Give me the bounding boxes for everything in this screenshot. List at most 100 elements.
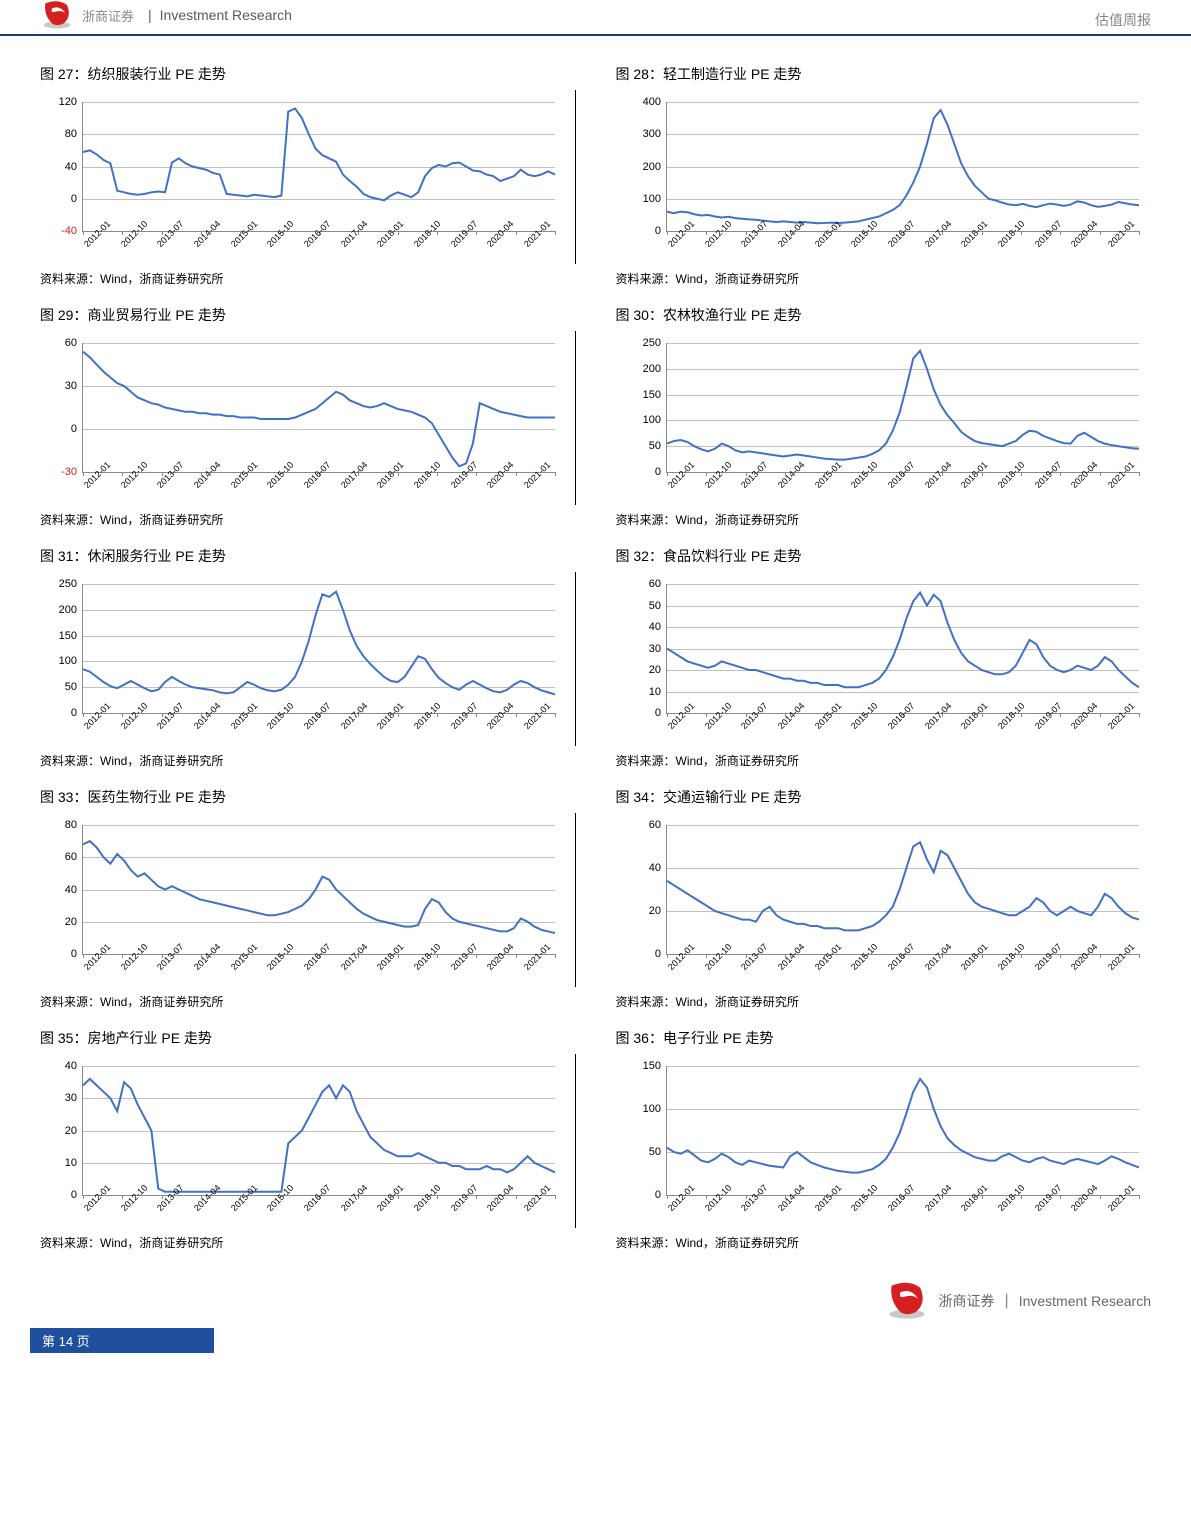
chart-row: 010203040 2012-012012-102013-072014-04201… <box>26 1054 1165 1228</box>
chart-y-label: 200 <box>643 363 667 375</box>
chart-y-label: 10 <box>649 686 667 698</box>
chart-plot-area: 050100150200250 <box>666 343 1139 473</box>
chart-x-tick <box>706 1195 707 1199</box>
chart-source: 资料来源：Wind，浙商证券研究所 <box>616 752 1152 769</box>
chart-row-sources: 资料来源：Wind，浙商证券研究所资料来源：Wind，浙商证券研究所 <box>26 264 1165 287</box>
chart-y-label: 50 <box>649 440 667 452</box>
chart-cell: 0501001502002502012-012012-102013-072014… <box>616 331 1159 505</box>
chart-x-axis: 2012-012012-102013-072014-042015-012015-… <box>82 959 555 987</box>
footer-brand-cn: 浙商证券 <box>939 1291 995 1311</box>
chart-row-titles: 图 31：休闲服务行业 PE 走势图 32：食品饮料行业 PE 走势 <box>26 546 1165 566</box>
chart-y-label: 60 <box>649 578 667 590</box>
chart-y-label: 20 <box>649 905 667 917</box>
chart-plot-area: 0204060 <box>666 825 1139 955</box>
chart-x-tick <box>667 954 668 958</box>
chart-cell: -30030602012-012012-102013-072014-042015… <box>32 331 576 505</box>
chart-row-sources: 资料来源：Wind，浙商证券研究所资料来源：Wind，浙商证券研究所 <box>26 505 1165 528</box>
chart-plot-area: 0102030405060 <box>666 584 1139 714</box>
header-separator: | <box>148 7 152 23</box>
chart-cell: 010203040 2012-012012-102013-072014-04201… <box>32 1054 576 1228</box>
chart-title: 图 36：电子行业 PE 走势 <box>616 1028 1152 1048</box>
header-left: 浙商证券 | Investment Research <box>40 0 292 30</box>
chart-cell: 0501001502012-012012-102013-072014-04201… <box>616 1054 1159 1228</box>
chart-row-titles: 图 27：纺织服装行业 PE 走势图 28：轻工制造行业 PE 走势 <box>26 64 1165 84</box>
chart-row-titles: 图 33：医药生物行业 PE 走势图 34：交通运输行业 PE 走势 <box>26 787 1165 807</box>
chart-x-tick <box>83 713 84 717</box>
chart-y-label: 20 <box>65 1125 83 1137</box>
chart-x-tick <box>667 231 668 235</box>
charts-grid: 图 27：纺织服装行业 PE 走势图 28：轻工制造行业 PE 走势 -40040… <box>0 36 1191 1251</box>
chart-y-label: 50 <box>65 681 83 693</box>
chart-x-tick <box>122 713 123 717</box>
header-doc-type: 估值周报 <box>1095 10 1151 30</box>
chart-row-sources: 资料来源：Wind，浙商证券研究所资料来源：Wind，浙商证券研究所 <box>26 1228 1165 1251</box>
chart-title: 图 29：商业贸易行业 PE 走势 <box>40 305 576 325</box>
chart-source: 资料来源：Wind，浙商证券研究所 <box>40 1234 576 1251</box>
chart: 0501001502002502012-012012-102013-072014… <box>616 335 1159 505</box>
chart-x-tick <box>122 954 123 958</box>
chart-series <box>667 1066 1139 1195</box>
chart-plot-area: -3003060 <box>82 343 555 473</box>
chart-plot-area: 010203040 <box>82 1066 555 1196</box>
chart-y-label: 400 <box>643 96 667 108</box>
chart-x-axis: 2012-012012-102013-072014-042015-012015-… <box>666 1200 1139 1228</box>
chart-row-titles: 图 35：房地产行业 PE 走势图 36：电子行业 PE 走势 <box>26 1028 1165 1048</box>
chart-source: 资料来源：Wind，浙商证券研究所 <box>40 752 576 769</box>
chart-row-sources: 资料来源：Wind，浙商证券研究所 资料来源：Wind，浙商证券研究所 <box>26 746 1165 769</box>
chart-y-label: 100 <box>643 193 667 205</box>
chart: 020406080 2012-012012-102013-072014-04201… <box>32 817 575 987</box>
page-header: 浙商证券 | Investment Research 估值周报 <box>0 0 1191 36</box>
chart-y-label: 200 <box>59 604 83 616</box>
chart-cell: 0102030405060 2012-012012-102013-072014-0… <box>616 572 1159 746</box>
chart-x-axis: 2012-012012-102013-072014-042015-012015-… <box>82 718 555 746</box>
chart-series <box>667 102 1139 231</box>
chart-y-label: 40 <box>649 621 667 633</box>
header-brand-cn: 浙商证券 <box>82 6 134 25</box>
chart-x-axis: 2012-012012-102013-072014-042015-012015-… <box>666 959 1139 987</box>
chart-x-tick <box>83 1195 84 1199</box>
chart-x-tick <box>667 1195 668 1199</box>
chart-x-tick <box>122 231 123 235</box>
chart-y-label: 30 <box>65 1092 83 1104</box>
chart-x-tick <box>83 472 84 476</box>
chart: -4004080120 2012-012012-102013-072014-042… <box>32 94 575 264</box>
chart-series <box>83 343 555 472</box>
page-footer: 浙商证券 | Investment Research <box>0 1281 1191 1331</box>
chart-y-label: 120 <box>59 96 83 108</box>
chart-y-label: 40 <box>65 1060 83 1072</box>
chart: -30030602012-012012-102013-072014-042015… <box>32 335 575 505</box>
chart-series <box>83 825 555 954</box>
chart-row: 0204060802012-012012-102013-072014-04201… <box>26 813 1165 987</box>
chart: 0501001502012-012012-102013-072014-04201… <box>616 1058 1159 1228</box>
chart-source: 资料来源：Wind，浙商证券研究所 <box>40 270 576 287</box>
chart-title: 图 33：医药生物行业 PE 走势 <box>40 787 576 807</box>
chart-row-sources: 资料来源：Wind，浙商证券研究所资料来源：Wind，浙商证券研究所 <box>26 987 1165 1010</box>
chart-plot-area: 020406080 <box>82 825 555 955</box>
chart-y-label: 100 <box>643 1103 667 1115</box>
chart-y-label: 10 <box>65 1157 83 1169</box>
chart-row: 0501001502002502012-012012-102013-072014… <box>26 572 1165 746</box>
chart-y-label: 40 <box>65 884 83 896</box>
chart-y-label: 40 <box>65 161 83 173</box>
chart-series <box>83 584 555 713</box>
chart-y-label: 100 <box>59 655 83 667</box>
chart-title: 图 27：纺织服装行业 PE 走势 <box>40 64 576 84</box>
chart-y-label: 80 <box>65 819 83 831</box>
chart-x-tick <box>706 954 707 958</box>
chart-x-axis: 2012-012012-102013-072014-042015-012015-… <box>666 718 1139 746</box>
chart-series <box>667 584 1139 713</box>
chart-y-label: 20 <box>65 916 83 928</box>
chart-plot-area: -4004080120 <box>82 102 555 232</box>
chart-series <box>83 1066 555 1195</box>
chart-y-label: 60 <box>65 337 83 349</box>
chart-source: 资料来源：Wind，浙商证券研究所 <box>616 993 1152 1010</box>
page-number: 第 14 页 <box>30 1328 214 1353</box>
chart-y-label: 150 <box>643 389 667 401</box>
chart-cell: 020406080 2012-012012-102013-072014-04201… <box>32 813 576 987</box>
chart-plot-area: 0100200300400 <box>666 102 1139 232</box>
chart-y-label: 200 <box>643 161 667 173</box>
chart-x-axis: 2012-012012-102013-072014-042015-012015-… <box>82 236 555 264</box>
chart-title: 图 31：休闲服务行业 PE 走势 <box>40 546 576 566</box>
chart-x-axis: 2012-012012-102013-072014-042015-012015-… <box>82 1200 555 1228</box>
chart-y-label: 50 <box>649 1146 667 1158</box>
